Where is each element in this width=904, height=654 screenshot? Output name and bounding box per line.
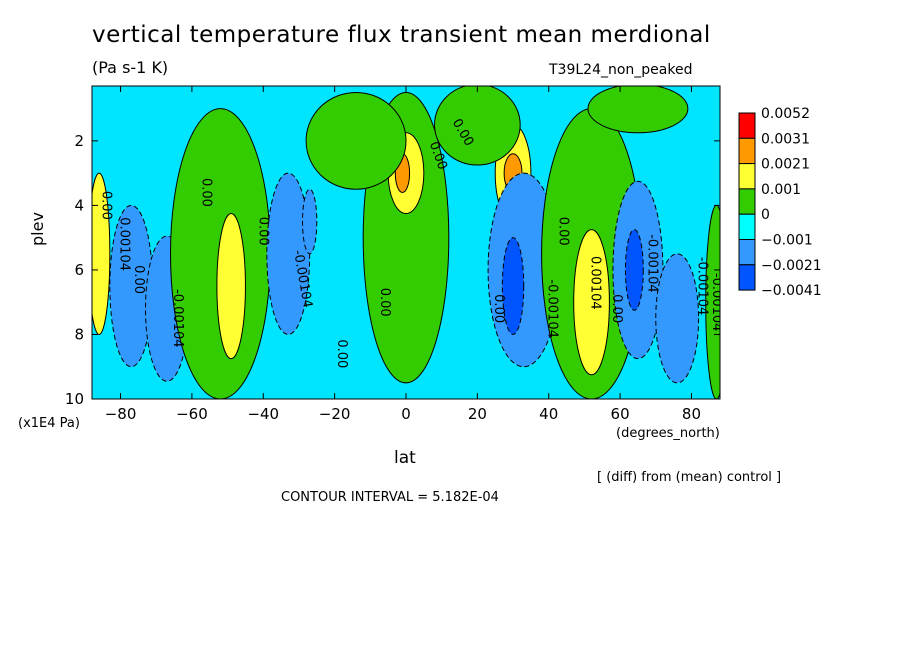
contour-label: 0.00 bbox=[256, 217, 271, 246]
legend-level-label: 0 bbox=[761, 207, 770, 223]
legend-level-label: 0.001 bbox=[761, 182, 801, 198]
legend-color-box bbox=[738, 188, 756, 215]
contour-label: 0.00 bbox=[199, 178, 214, 207]
field-patch bbox=[216, 212, 246, 360]
legend-level-label: 0.0021 bbox=[761, 157, 810, 173]
field-patch bbox=[434, 86, 521, 166]
y-axis-units: (x1E4 Pa) bbox=[18, 416, 80, 431]
contour-label: 0.00 bbox=[555, 217, 570, 246]
contour-label: 0.00 bbox=[334, 339, 349, 368]
contour-label: -0.00104 bbox=[695, 257, 710, 315]
x-tick-label: −40 bbox=[247, 405, 279, 423]
field-patch bbox=[624, 229, 644, 311]
contour-label: 0.00104 bbox=[117, 217, 132, 271]
contour-label: 0.00 bbox=[99, 191, 114, 220]
x-tick-label: 0 bbox=[401, 405, 411, 423]
legend-level-label: 0.0052 bbox=[761, 106, 810, 122]
x-tick-label: −60 bbox=[176, 405, 208, 423]
x-tick-label: −20 bbox=[319, 405, 351, 423]
diff-note: [ (diff) from (mean) control ] bbox=[597, 470, 782, 485]
x-tick-label: 60 bbox=[611, 405, 630, 423]
y-tick-label: 2 bbox=[74, 132, 84, 150]
legend-level-label: 0.0031 bbox=[761, 131, 810, 147]
legend-color-box bbox=[738, 163, 756, 190]
field-patch bbox=[655, 253, 700, 384]
y-tick-label: 10 bbox=[65, 390, 84, 408]
field-patch bbox=[587, 86, 689, 134]
contour-interval: CONTOUR INTERVAL = 5.182E-04 bbox=[281, 490, 499, 505]
contour-label: 0.00 bbox=[377, 288, 392, 317]
chart-units: (Pa s-1 K) bbox=[92, 58, 169, 77]
run-name: T39L24_non_peaked bbox=[549, 62, 693, 78]
legend-level-label: −0.0021 bbox=[761, 258, 822, 274]
y-tick-label: 4 bbox=[74, 196, 84, 214]
legend-color-box bbox=[738, 239, 756, 266]
x-tick-label: 20 bbox=[468, 405, 487, 423]
legend-color-box bbox=[738, 112, 756, 139]
contour-label: 0.00 bbox=[491, 294, 506, 323]
x-axis-units: (degrees_north) bbox=[616, 426, 720, 441]
chart-title: vertical temperature flux transient mean… bbox=[92, 22, 711, 48]
x-axis-label: lat bbox=[394, 448, 416, 468]
x-tick-label: 80 bbox=[682, 405, 701, 423]
contour-label: -0.00104 bbox=[645, 234, 660, 292]
contour-label: -0.00104 bbox=[709, 273, 724, 331]
x-tick-label: 40 bbox=[539, 405, 558, 423]
contour-label: -0.00104 bbox=[545, 279, 560, 337]
legend-color-box bbox=[738, 264, 756, 291]
contour-label: -0.00104 bbox=[170, 289, 185, 347]
legend-color-box bbox=[738, 213, 756, 240]
contour-label: 0.00 bbox=[131, 265, 146, 294]
contour-label: 0.00104 bbox=[588, 256, 603, 310]
field-patch bbox=[501, 237, 525, 335]
legend-color-box bbox=[738, 137, 756, 165]
field-patch bbox=[92, 172, 111, 335]
y-tick-label: 6 bbox=[74, 261, 84, 279]
field-patch bbox=[302, 188, 318, 255]
contour-label: 0.00 bbox=[609, 294, 624, 323]
field-patch bbox=[573, 229, 610, 376]
legend-level-label: −0.001 bbox=[761, 233, 813, 249]
legend-level-label: −0.0041 bbox=[761, 283, 822, 299]
field-patch bbox=[305, 91, 407, 190]
y-tick-label: 8 bbox=[74, 325, 84, 343]
x-tick-label: −80 bbox=[105, 405, 137, 423]
